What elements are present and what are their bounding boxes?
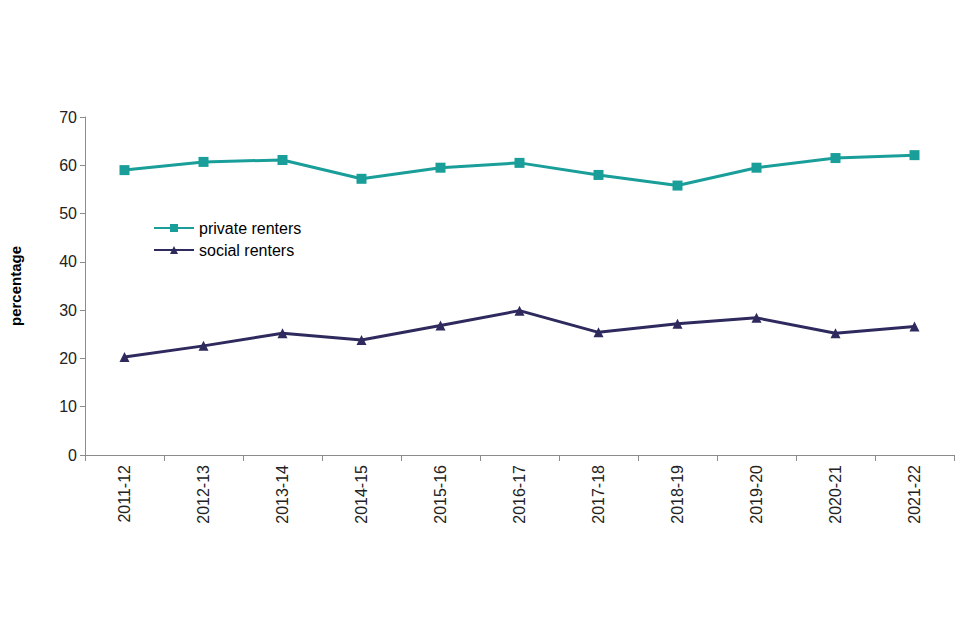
svg-text:2017-18: 2017-18	[590, 465, 607, 524]
svg-text:0: 0	[68, 447, 77, 464]
svg-text:50: 50	[59, 205, 77, 222]
svg-text:2011-12: 2011-12	[116, 465, 133, 523]
svg-text:2021-22: 2021-22	[906, 465, 923, 524]
svg-text:70: 70	[59, 109, 77, 126]
svg-text:10: 10	[59, 398, 77, 415]
svg-text:30: 30	[59, 302, 77, 319]
svg-text:private renters: private renters	[199, 220, 301, 237]
svg-text:2012-13: 2012-13	[195, 465, 212, 524]
svg-text:2016-17: 2016-17	[511, 465, 528, 524]
svg-text:40: 40	[59, 253, 77, 270]
svg-text:percentage: percentage	[7, 246, 24, 326]
svg-text:social renters: social renters	[199, 242, 294, 259]
svg-text:2014-15: 2014-15	[353, 465, 370, 524]
svg-text:2018-19: 2018-19	[669, 465, 686, 524]
svg-text:20: 20	[59, 350, 77, 367]
svg-text:2020-21: 2020-21	[827, 465, 844, 524]
svg-text:2019-20: 2019-20	[748, 465, 765, 524]
svg-text:2013-14: 2013-14	[274, 465, 291, 524]
svg-text:60: 60	[59, 157, 77, 174]
svg-text:2015-16: 2015-16	[432, 465, 449, 524]
